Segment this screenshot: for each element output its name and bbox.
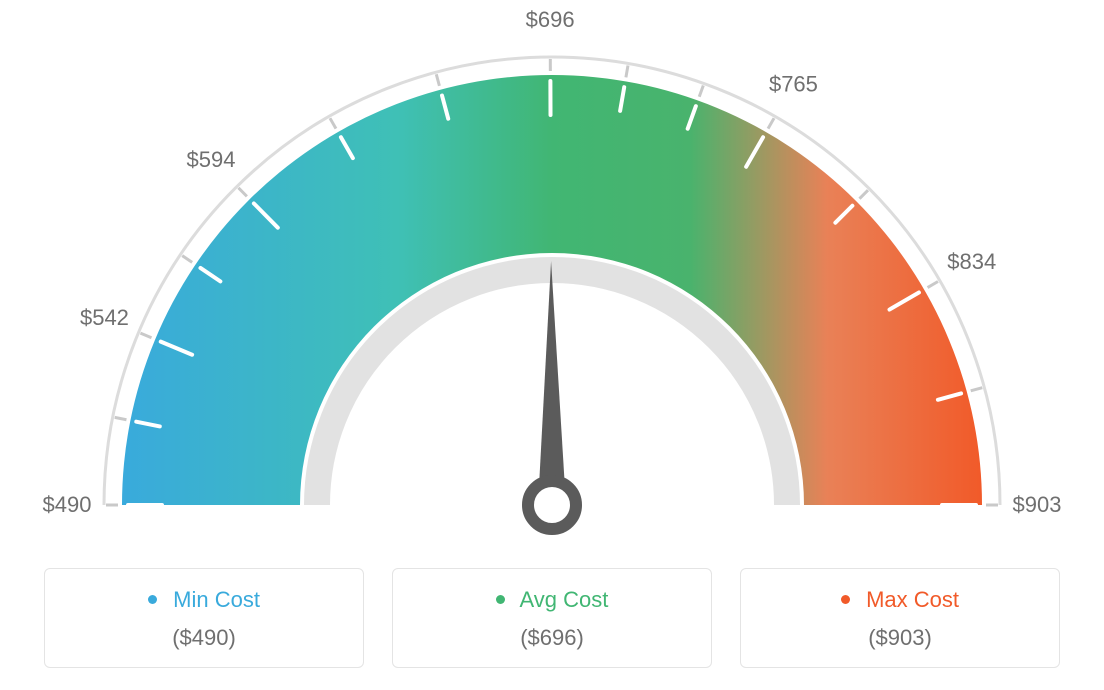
gauge-tick-outer	[115, 417, 127, 419]
gauge-needle-hub	[528, 481, 576, 529]
gauge-tick-outer	[330, 118, 336, 128]
legend-row: Min Cost ($490) Avg Cost ($696) Max Cost…	[0, 568, 1104, 668]
gauge-tick-outer	[699, 85, 703, 96]
gauge-tick-outer	[928, 282, 938, 288]
gauge-needle	[538, 261, 566, 505]
gauge-tick-outer	[182, 256, 192, 263]
gauge-tick-outer	[626, 66, 628, 78]
gauge-tick-label: $696	[526, 7, 575, 32]
legend-value-avg: ($696)	[403, 625, 701, 651]
gauge-svg: $490 $542 $594 $696 $765 $834 $903	[0, 0, 1104, 560]
gauge-chart: $490 $542 $594 $696 $765 $834 $903	[0, 0, 1104, 560]
legend-title-min: Min Cost	[148, 587, 260, 613]
gauge-tick-outer	[140, 333, 151, 338]
legend-title-avg: Avg Cost	[496, 587, 609, 613]
gauge-tick-outer	[971, 388, 983, 391]
gauge-tick-label: $834	[947, 249, 996, 274]
legend-value-min: ($490)	[55, 625, 353, 651]
gauge-tick-label: $542	[80, 305, 129, 330]
legend-card-avg: Avg Cost ($696)	[392, 568, 712, 668]
gauge-tick-outer	[768, 118, 774, 128]
legend-value-max: ($903)	[751, 625, 1049, 651]
legend-card-min: Min Cost ($490)	[44, 568, 364, 668]
gauge-tick-outer	[859, 190, 868, 198]
gauge-tick-label: $903	[1013, 492, 1062, 517]
gauge-tick-label: $490	[43, 492, 92, 517]
gauge-tick-label: $765	[769, 71, 818, 96]
gauge-tick-outer	[238, 188, 246, 197]
legend-title-text: Min Cost	[173, 587, 260, 612]
gauge-tick-outer	[436, 74, 439, 86]
gauge-tick-label: $594	[187, 147, 236, 172]
legend-title-text: Avg Cost	[520, 587, 609, 612]
legend-title-text: Max Cost	[866, 587, 959, 612]
legend-card-max: Max Cost ($903)	[740, 568, 1060, 668]
legend-title-max: Max Cost	[841, 587, 959, 613]
